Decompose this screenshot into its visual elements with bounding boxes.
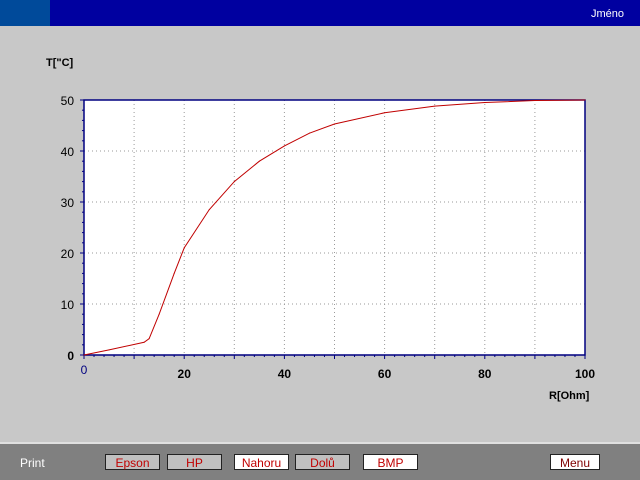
- x-tick-label: 40: [278, 367, 292, 381]
- footer-bar: Print Epson HP Nahoru Dolů BMP Menu: [0, 442, 640, 480]
- data-point: [283, 145, 285, 147]
- x-axis-label: R[Ohm]: [549, 390, 590, 402]
- data-point: [258, 160, 260, 162]
- hp-button[interactable]: HP: [167, 454, 222, 470]
- data-point: [584, 99, 586, 101]
- data-point: [108, 349, 110, 351]
- y-tick-label: 50: [61, 94, 75, 108]
- data-point: [233, 181, 235, 183]
- user-name: Jméno: [590, 8, 624, 20]
- data-point: [208, 209, 210, 211]
- nahoru-button[interactable]: Nahoru: [234, 454, 289, 470]
- data-point: [434, 105, 436, 107]
- x-tick-label: 20: [178, 367, 192, 381]
- data-point: [308, 132, 310, 134]
- data-point: [148, 338, 150, 340]
- data-point: [183, 247, 185, 249]
- data-point: [334, 123, 335, 125]
- y-tick-label: 40: [61, 145, 75, 159]
- epson-button[interactable]: Epson: [105, 454, 160, 470]
- y-axis-label: T["C]: [46, 57, 74, 69]
- chart: 0 20 40 60 80 100 0 10 20 30 40 50: [61, 94, 596, 381]
- y-tick-label: 10: [61, 298, 75, 312]
- y-tick-label: 0: [67, 349, 74, 363]
- data-point: [384, 112, 386, 114]
- data-point: [83, 354, 85, 356]
- logo: [0, 0, 50, 26]
- y-tick-label: 30: [61, 196, 75, 210]
- x-tick-label: 80: [478, 367, 492, 381]
- data-point: [173, 272, 175, 274]
- bmp-button[interactable]: BMP: [363, 454, 418, 470]
- dolu-button[interactable]: Dolů: [295, 454, 350, 470]
- x-tick-label: 60: [378, 367, 392, 381]
- print-label: Print: [20, 456, 45, 470]
- x-tick-label: 0: [81, 363, 88, 377]
- y-tick-label: 20: [61, 247, 75, 261]
- x-tick-label: 100: [575, 367, 595, 381]
- menu-button[interactable]: Menu: [550, 454, 600, 470]
- data-point: [534, 100, 536, 102]
- series-line: [83, 99, 586, 356]
- data-point: [158, 313, 160, 315]
- data-point: [484, 102, 486, 104]
- title-bar: Jméno: [0, 0, 640, 26]
- data-point: [143, 341, 145, 343]
